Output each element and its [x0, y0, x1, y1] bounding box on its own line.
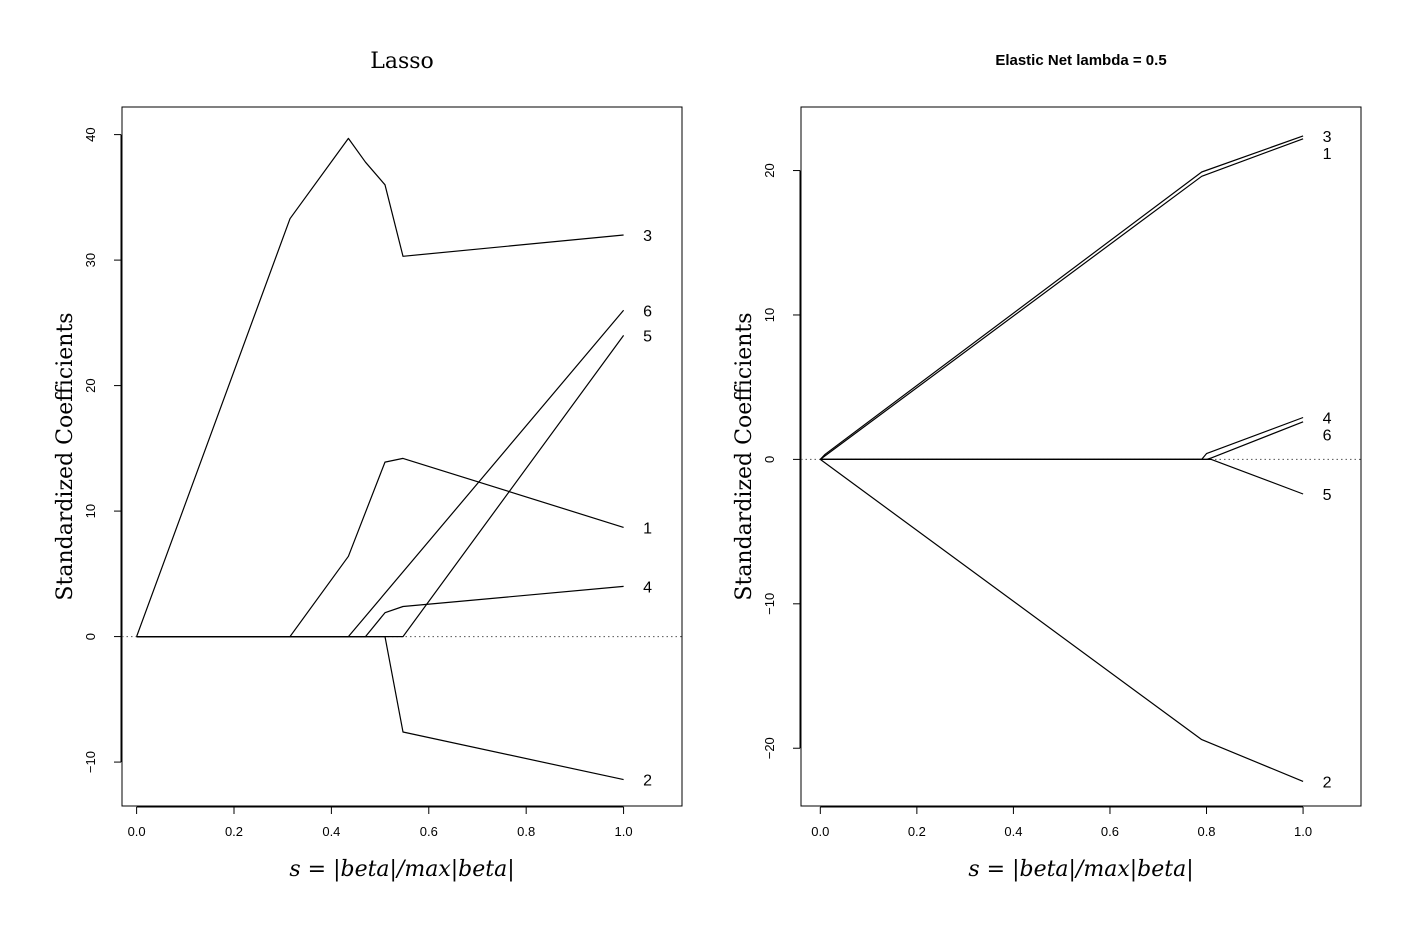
- series-line-3: [819, 135, 1304, 460]
- plot-frame: [800, 106, 1362, 807]
- y-tick-label: −10: [83, 751, 98, 773]
- y-tick-label: 20: [83, 378, 98, 392]
- series-line-4: [820, 416, 1304, 460]
- series-end-label-2: 2: [1323, 774, 1332, 791]
- series-end-label-2: 2: [643, 773, 652, 790]
- y-axis-label: Standardized Coefficients: [732, 312, 757, 600]
- y-tick-label: 40: [83, 127, 98, 141]
- series-line-5: [136, 335, 625, 638]
- chart-panel-1: Lasso 0.0 0.2 0.4 0.6 0.8 1.0 −10 0 10 20 30 40 s = |…: [53, 49, 683, 882]
- x-tick-label: 0.0: [811, 824, 829, 839]
- x-tick-label: 0.6: [420, 824, 438, 839]
- x-tick-label: 0.6: [1101, 824, 1119, 839]
- x-tick-label: 0.8: [1197, 824, 1215, 839]
- series-line-2: [136, 635, 624, 781]
- x-tick-label: 0.8: [517, 824, 535, 839]
- x-tick-label: 1.0: [615, 824, 633, 839]
- x-tick-label: 0.2: [908, 824, 926, 839]
- y-tick-label: −20: [762, 737, 777, 759]
- series-line-6: [820, 421, 1304, 460]
- series-end-label-5: 5: [643, 328, 652, 345]
- chart-panel-2: Elastic Net lambda = 0.5 0.0 0.2 0.4 0.6 0.8 1…: [732, 52, 1362, 882]
- x-tick-label: 0.0: [128, 824, 146, 839]
- series-end-label-3: 3: [643, 228, 652, 245]
- series-end-label-3: 3: [1323, 129, 1332, 146]
- series-end-label-5: 5: [1323, 487, 1332, 504]
- y-tick-label: 20: [762, 163, 777, 177]
- y-tick-label: 30: [83, 253, 98, 267]
- plot-frame: [121, 106, 683, 807]
- x-axis-label: s = |beta|/max|beta|: [968, 857, 1193, 882]
- series-line-3: [136, 137, 624, 637]
- y-tick-label: 10: [83, 504, 98, 518]
- x-tick-label: 0.2: [225, 824, 243, 839]
- y-axis: −20 −10 0 10 20: [762, 163, 801, 759]
- series-end-label-6: 6: [1323, 428, 1332, 445]
- y-axis: −10 0 10 20 30 40: [83, 127, 122, 773]
- chart-title: Lasso: [370, 49, 434, 74]
- series-line-5: [820, 458, 1304, 495]
- chart-title: Elastic Net lambda = 0.5: [995, 52, 1166, 69]
- y-axis-label: Standardized Coefficients: [53, 312, 78, 600]
- series-end-label-6: 6: [643, 303, 652, 320]
- series-end-label-4: 4: [1323, 411, 1332, 428]
- x-tick-label: 0.4: [1004, 824, 1022, 839]
- y-tick-label: 0: [762, 456, 777, 463]
- series-line-4: [136, 585, 624, 638]
- series-end-label-1: 1: [1323, 146, 1332, 163]
- series-line-1: [819, 138, 1304, 460]
- y-tick-label: 0: [83, 633, 98, 640]
- x-tick-label: 0.4: [322, 824, 340, 839]
- y-tick-label: 10: [762, 308, 777, 322]
- x-axis: 0.0 0.2 0.4 0.6 0.8 1.0: [811, 806, 1312, 839]
- series-end-label-1: 1: [643, 520, 652, 537]
- x-axis: 0.0 0.2 0.4 0.6 0.8 1.0: [128, 806, 633, 839]
- series-line-2: [819, 458, 1304, 782]
- series-line-1: [136, 457, 624, 638]
- x-axis-label: s = |beta|/max|beta|: [289, 857, 514, 882]
- series-end-label-4: 4: [643, 579, 652, 596]
- x-tick-label: 1.0: [1294, 824, 1312, 839]
- y-tick-label: −10: [762, 593, 777, 615]
